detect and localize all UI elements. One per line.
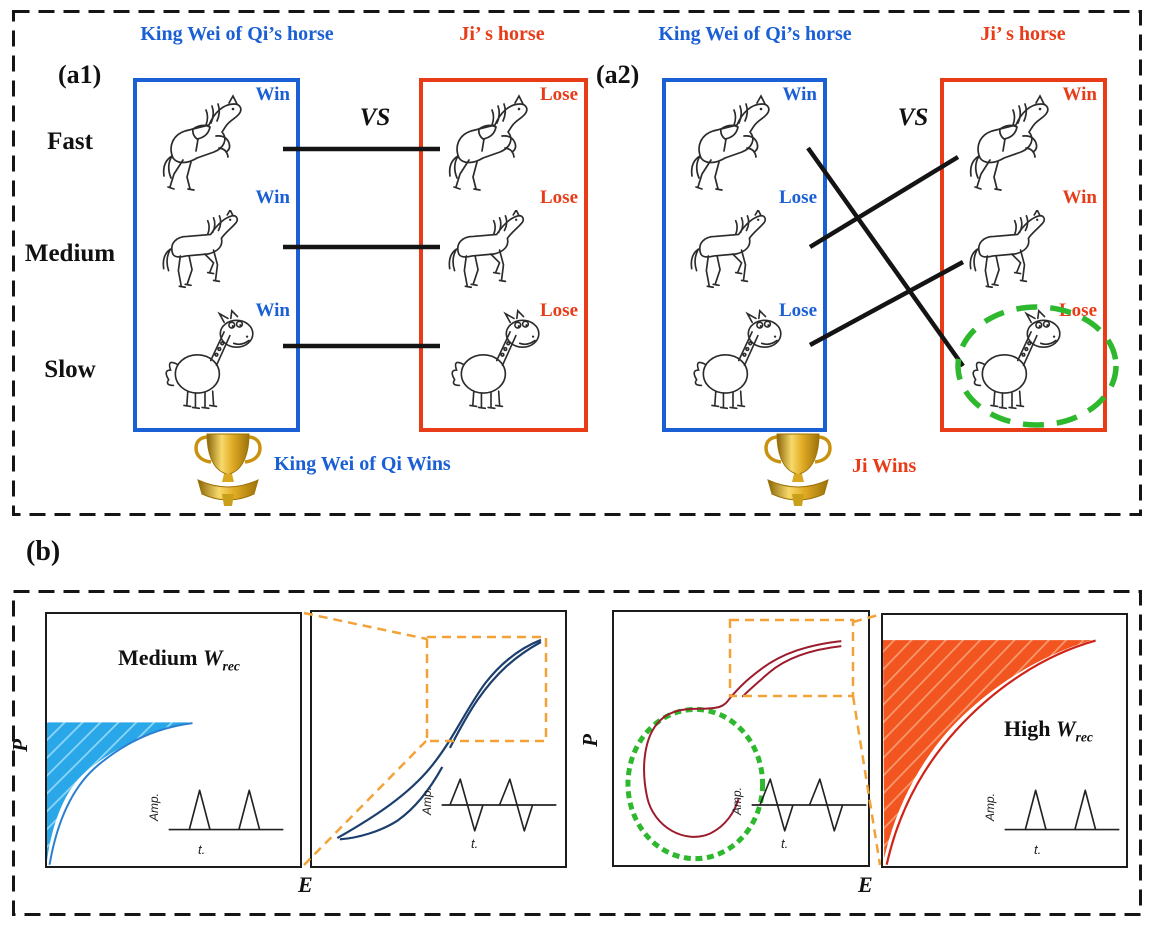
label-a1: (a1) bbox=[58, 60, 102, 89]
a1-left-result-medium: Win bbox=[255, 187, 290, 208]
a2-right-result-slow: Lose bbox=[1059, 300, 1097, 321]
a1-left-result-slow: Win bbox=[255, 300, 290, 321]
a2-vs-label: VS bbox=[897, 104, 929, 131]
plot3-waveform-inset: Amp. t. bbox=[730, 772, 877, 858]
a1-right-result-fast: Lose bbox=[540, 84, 578, 105]
row-label-fast: Fast bbox=[47, 128, 93, 155]
inset-y-label: Amp. bbox=[730, 786, 745, 816]
bipolar-waveform-icon bbox=[749, 774, 869, 836]
plot3-y-axis-label: P bbox=[577, 734, 602, 747]
label-a2: (a2) bbox=[596, 60, 640, 89]
a2-left-result-medium: Lose bbox=[779, 187, 817, 208]
a2-right-column-header: Ji’ s horse bbox=[980, 23, 1066, 45]
plot1-y-axis-label: P bbox=[7, 739, 32, 752]
plot1-x-axis-label: E bbox=[298, 872, 313, 897]
loop-discharging-branch-upper bbox=[450, 642, 541, 748]
a2-left-result-slow: Lose bbox=[779, 300, 817, 321]
plot1-title: Medium Wrec bbox=[118, 645, 240, 674]
a1-right-result-slow: Lose bbox=[540, 300, 578, 321]
plot1-w-symbol: W bbox=[202, 645, 223, 670]
a1-vs-label: VS bbox=[359, 104, 391, 131]
unipolar-waveform-icon bbox=[166, 780, 286, 842]
inset-y-label: Amp. bbox=[420, 786, 435, 816]
a2-right-result-medium: Win bbox=[1062, 187, 1097, 208]
inset-x-label: t. bbox=[781, 836, 789, 851]
trophy-icon bbox=[762, 430, 834, 508]
bipolar-waveform-icon bbox=[439, 774, 559, 836]
fast-horse-icon bbox=[159, 94, 274, 194]
plot1-waveform-inset: Amp. t. bbox=[147, 778, 294, 864]
trophy-icon bbox=[192, 430, 264, 508]
unipolar-waveform-icon bbox=[1002, 780, 1122, 842]
plot3-x-axis-label: E bbox=[858, 872, 873, 897]
inset-y-label: Amp. bbox=[983, 792, 998, 822]
label-b: (b) bbox=[26, 536, 61, 567]
medium-horse-icon bbox=[442, 210, 562, 298]
medium-horse-icon bbox=[156, 210, 276, 298]
a2-winner-text: Ji Wins bbox=[852, 455, 917, 477]
plot1-title-text: Medium bbox=[118, 645, 198, 670]
plot4-title-text: High bbox=[1004, 716, 1051, 741]
a2-right-result-fast: Win bbox=[1062, 84, 1097, 105]
row-label-medium: Medium bbox=[24, 240, 116, 267]
plot4-waveform-inset: Amp. t. bbox=[983, 778, 1130, 864]
row-label-slow: Slow bbox=[44, 356, 96, 383]
a1-left-result-fast: Win bbox=[255, 84, 290, 105]
inset-x-label: t. bbox=[198, 842, 206, 857]
a1-right-column-header: Ji’ s horse bbox=[459, 23, 545, 45]
inset-y-label: Amp. bbox=[147, 792, 162, 822]
inset-x-label: t. bbox=[1034, 842, 1042, 857]
plot2-waveform-inset: Amp. t. bbox=[420, 772, 567, 858]
a2-left-result-fast: Win bbox=[782, 84, 817, 105]
fast-horse-icon bbox=[966, 94, 1081, 194]
plot4-w-subscript: rec bbox=[1075, 729, 1093, 745]
inset-x-label: t. bbox=[471, 836, 479, 851]
a1-right-result-medium: Lose bbox=[540, 187, 578, 208]
plot4-title: High Wrec bbox=[1004, 716, 1093, 745]
medium-horse-icon bbox=[684, 210, 804, 298]
a1-left-column-header: King Wei of Qi’s horse bbox=[140, 23, 334, 45]
fast-horse-icon bbox=[687, 94, 802, 194]
medium-horse-icon bbox=[963, 210, 1083, 298]
plot1-w-subscript: rec bbox=[222, 658, 240, 674]
a2-left-column-header: King Wei of Qi’s horse bbox=[658, 23, 852, 45]
plot4-w-symbol: W bbox=[1055, 716, 1076, 741]
fast-horse-icon bbox=[445, 94, 560, 194]
a1-winner-text: King Wei of Qi Wins bbox=[274, 453, 451, 475]
